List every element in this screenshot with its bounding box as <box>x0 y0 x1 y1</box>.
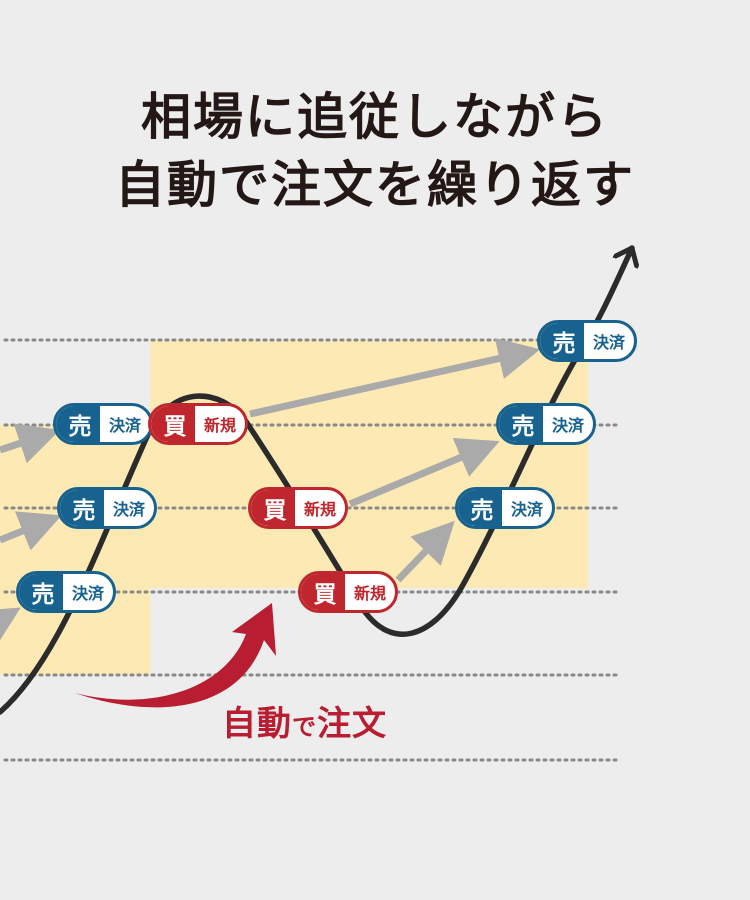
title-line-1: 相場に追従しながら <box>141 88 609 146</box>
buy-new-badge: 買 新規 <box>248 487 348 529</box>
sell-settle-badge: 売 決済 <box>57 487 157 529</box>
buy-new-badge: 買 新規 <box>148 403 248 445</box>
sell-settle-badge: 売 決済 <box>53 403 153 445</box>
sell-settle-badge: 売 決済 <box>496 403 596 445</box>
new-label: 新規 <box>203 416 236 435</box>
settle-arrow <box>249 337 541 418</box>
settle-arrows <box>0 337 541 648</box>
auto-order-arrow <box>75 603 276 708</box>
settle-label: 決済 <box>592 333 625 352</box>
buy-new-badge: 買 新規 <box>298 571 398 613</box>
sell-settle-badge: 売 決済 <box>455 487 555 529</box>
settle-arrow <box>0 511 62 551</box>
buy-mark: 買 <box>251 490 295 526</box>
auto-label-part-3: 注文 <box>317 704 387 744</box>
settle-arrow <box>0 423 60 464</box>
auto-order-label: 自動で注文 <box>222 696 387 745</box>
buy-mark: 買 <box>301 574 345 610</box>
new-label: 新規 <box>353 584 386 603</box>
highlight-band-left <box>0 425 150 675</box>
buy-mark: 買 <box>151 406 195 442</box>
sell-settle-badge: 売 決済 <box>16 571 116 613</box>
sell-mark: 売 <box>56 406 100 442</box>
sell-settle-badge: 売 決済 <box>537 320 637 362</box>
sell-mark: 売 <box>60 490 104 526</box>
title-line-2: 自動で注文を繰り返す <box>115 156 635 214</box>
sell-mark: 売 <box>499 406 543 442</box>
sell-mark: 売 <box>458 490 502 526</box>
settle-label: 決済 <box>112 500 145 519</box>
highlight-band-right <box>150 340 588 588</box>
new-label: 新規 <box>303 500 336 519</box>
settle-arrow <box>348 438 500 508</box>
auto-label-part-2: で <box>292 713 317 741</box>
settle-arrow <box>0 607 21 648</box>
settle-label: 決済 <box>108 416 141 435</box>
settle-arrow <box>395 520 455 583</box>
sell-mark: 売 <box>540 323 584 359</box>
settle-label: 決済 <box>510 500 543 519</box>
sell-mark: 売 <box>19 574 63 610</box>
auto-label-part-1: 自動 <box>222 704 292 744</box>
settle-label: 決済 <box>71 584 104 603</box>
settle-label: 決済 <box>551 416 584 435</box>
